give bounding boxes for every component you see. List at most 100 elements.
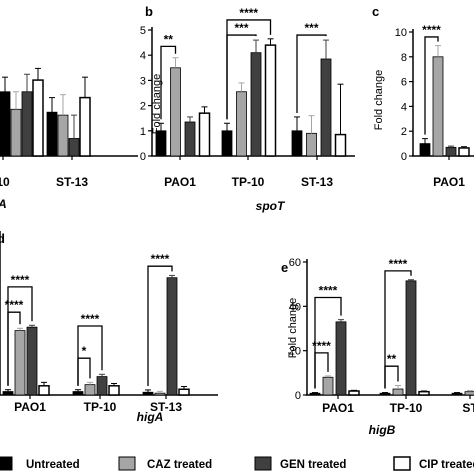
- panel-letter-d: d: [0, 231, 5, 246]
- bar-gen-treated: [335, 321, 347, 396]
- legend-swatch-gen: [254, 456, 272, 471]
- significance-label: ***: [234, 21, 248, 35]
- significance-label: ****: [312, 339, 331, 353]
- bar-untreated: [309, 392, 321, 396]
- category-label: TP-10: [232, 175, 265, 189]
- significance-bracket: [296, 34, 327, 113]
- legend: Untreated CAZ treated GEN treated CIP tr…: [0, 456, 474, 471]
- category-label: TP-10: [390, 401, 423, 415]
- bar-cip-treated: [458, 147, 470, 157]
- bar-gen-treated: [21, 91, 33, 157]
- bar-cip-treated: [108, 385, 120, 396]
- significance-label: ****: [151, 252, 170, 266]
- category-label: ST-13: [56, 175, 88, 189]
- y-tick-label: 0: [401, 151, 407, 163]
- y-axis-title-b: Fold change: [151, 74, 163, 135]
- bar-cip-treated: [32, 79, 44, 157]
- bar-caz-treated: [57, 114, 69, 157]
- bar-caz-treated: [170, 67, 181, 157]
- bar-gen-treated: [184, 121, 196, 157]
- significance-bracket: [147, 265, 173, 386]
- bar-caz-treated: [10, 108, 22, 157]
- y-tick-label: 10: [395, 27, 407, 39]
- bar-caz-treated: [464, 391, 474, 396]
- panel-letter-c: c: [372, 4, 379, 19]
- bar-untreated: [0, 91, 11, 157]
- category-label: 10: [0, 175, 10, 189]
- y-tick-label: 2: [401, 126, 407, 138]
- y-tick-label: 20: [289, 346, 301, 358]
- category-label: ST-13: [150, 400, 182, 414]
- bar-cip-treated: [418, 390, 430, 396]
- significance-bracket: [226, 34, 257, 120]
- significance-bracket: [7, 311, 21, 386]
- y-tick-label: 6: [401, 77, 407, 89]
- legend-label-cip: CIP treated: [419, 459, 474, 471]
- bar-caz-treated: [432, 56, 444, 157]
- category-label: PAO1: [322, 401, 354, 415]
- bar-gen-treated: [96, 376, 108, 396]
- category-label: PAO1: [433, 175, 465, 189]
- legend-label-untreated: Untreated: [26, 459, 80, 471]
- y-axis-title-c: Fold change: [373, 70, 385, 131]
- bar-cip-treated: [334, 133, 347, 157]
- bar-cip-treated: [348, 390, 360, 396]
- significance-bracket: [77, 325, 103, 386]
- bar-caz-treated: [84, 384, 96, 396]
- bar-cip-treated: [38, 385, 50, 396]
- y-tick-label: 8: [401, 52, 407, 64]
- bar-untreated: [379, 392, 391, 396]
- significance-bracket: [424, 36, 439, 135]
- bar-untreated: [291, 130, 303, 157]
- bar-caz-treated: [236, 91, 247, 157]
- bar-cip-treated: [79, 96, 91, 157]
- x-axis-title-b: spoT: [256, 199, 286, 213]
- bar-untreated: [451, 392, 463, 396]
- significance-label: ****: [5, 298, 24, 312]
- significance-label: *: [82, 344, 87, 358]
- bar-untreated: [46, 111, 58, 157]
- significance-bracket: [384, 365, 399, 389]
- y-tick-label: 3: [140, 75, 146, 87]
- bar-gen-treated: [166, 277, 178, 396]
- bar-cip-treated: [264, 44, 277, 157]
- bar-untreated: [155, 130, 167, 157]
- significance-bracket: [77, 357, 91, 386]
- bar-gen-treated: [405, 280, 417, 396]
- bar-gen-treated: [250, 52, 262, 157]
- legend-swatch-cip: [393, 456, 411, 471]
- bar-gen-treated: [26, 326, 38, 396]
- significance-bracket: [384, 270, 412, 389]
- x-axis-title-e: higB: [369, 423, 396, 437]
- bar-untreated: [221, 130, 233, 157]
- significance-label: **: [164, 32, 174, 46]
- significance-label: ****: [319, 283, 338, 297]
- bar-caz-treated: [154, 392, 166, 396]
- significance-label: ***: [304, 21, 318, 35]
- panel-letter-b: b: [145, 4, 153, 19]
- y-tick-label: 5: [140, 25, 146, 37]
- significance-label: ****: [81, 312, 100, 326]
- significance-label: **: [387, 352, 397, 366]
- bar-caz-treated: [306, 132, 317, 157]
- y-tick-label: 1: [140, 126, 146, 138]
- significance-label: ****: [422, 23, 441, 37]
- y-axis-title-e: Fold change: [287, 298, 299, 359]
- category-label: PAO1: [164, 175, 196, 189]
- bar-caz-treated: [322, 376, 334, 396]
- legend-label-caz: CAZ treated: [147, 459, 212, 471]
- bar-gen-treated: [445, 146, 457, 157]
- significance-bracket: [314, 296, 342, 389]
- panel-letter-e: e: [281, 260, 288, 275]
- bar-caz-treated: [14, 330, 26, 396]
- bar-untreated: [72, 391, 84, 396]
- y-tick-label: 0: [295, 390, 301, 402]
- category-label: ST: [462, 401, 474, 415]
- bar-untreated: [2, 391, 14, 396]
- bar-untreated: [419, 143, 431, 157]
- y-tick-label: 4: [401, 101, 407, 113]
- legend-swatch-caz: [118, 456, 136, 471]
- category-label: TP-10: [84, 400, 117, 414]
- bar-untreated: [142, 391, 154, 396]
